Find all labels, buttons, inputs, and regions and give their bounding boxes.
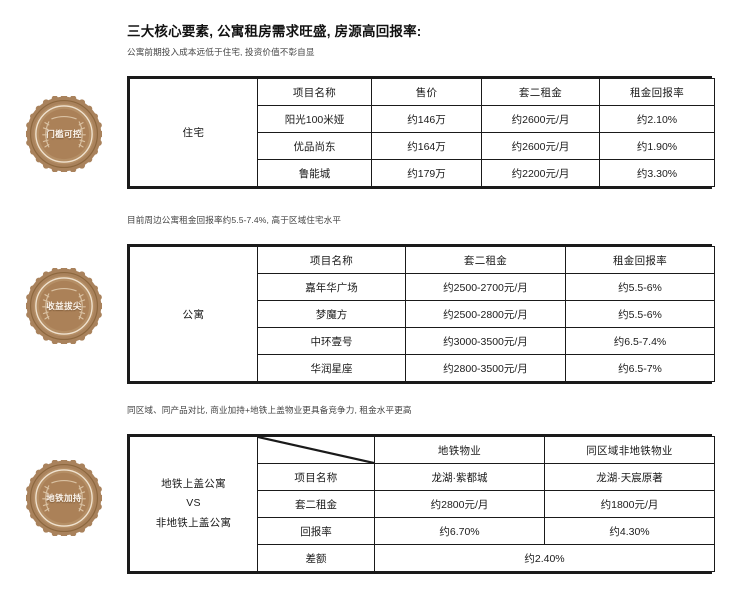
cell-rent: 约2500-2800元/月 [405, 300, 566, 328]
cell-yield: 约6.5-7% [565, 354, 715, 382]
seal-icon [26, 268, 102, 344]
cell-yield: 约5.5-6% [565, 300, 715, 328]
table-row: 华润星座 约2800-3500元/月 约6.5-7% [130, 354, 715, 382]
table-row: 中环壹号 约3000-3500元/月 约6.5-7.4% [130, 327, 715, 355]
column-header-price: 售价 [371, 78, 482, 106]
column-header-yield: 租金回报率 [565, 246, 715, 274]
row-label-yield: 回报率 [257, 517, 375, 545]
category-cell-metro-vs: 地铁上盖公寓 VS 非地铁上盖公寓 [129, 436, 258, 572]
cell-yield: 约5.5-6% [565, 273, 715, 301]
cell-rent: 约3000-3500元/月 [405, 327, 566, 355]
cell-project-name: 嘉年华广场 [257, 273, 406, 301]
table-header-row: 公寓 项目名称 套二租金 租金回报率 [129, 246, 715, 382]
cell-project-name: 华润星座 [257, 354, 406, 382]
column-header-rent: 套二租金 [405, 246, 566, 274]
table-row: 项目名称 龙湖·紫都城 龙湖·天宸原著 [130, 463, 715, 491]
table-header-row: 住宅 项目名称 售价 套二租金 租金回报率 [129, 78, 715, 187]
category-line-1: 地铁上盖公寓 [161, 477, 226, 490]
cell-metro-rent: 约2800元/月 [374, 490, 545, 518]
cell-difference-value: 约2.40% [374, 544, 715, 572]
cell-non-metro-rent: 约1800元/月 [544, 490, 715, 518]
table-row: 回报率 约6.70% 约4.30% [130, 517, 715, 545]
table-metro-comparison: 地铁上盖公寓 VS 非地铁上盖公寓 地铁物业 同区域非地铁物业 [127, 434, 715, 574]
category-line-vs: VS [186, 497, 201, 510]
section-note-2: 目前周边公寓租金回报率约5.5-7.4%, 高于区域住宅水平 [127, 215, 342, 225]
section-note-1: 公寓前期投入成本远低于住宅, 投资价值不彰自显 [127, 47, 315, 57]
column-header-metro-property: 地铁物业 [374, 436, 545, 464]
seal-icon [26, 460, 102, 536]
cell-rent: 约2800-3500元/月 [405, 354, 566, 382]
cell-rent: 约2600元/月 [481, 105, 600, 133]
cell-metro-yield: 约6.70% [374, 517, 545, 545]
cell-yield: 约3.30% [599, 159, 715, 187]
row-header-project-name: 项目名称 [257, 463, 375, 491]
column-header-project-name: 项目名称 [257, 78, 372, 106]
cell-yield: 约2.10% [599, 105, 715, 133]
category-cell-residential: 住宅 [129, 78, 258, 187]
section-note-3: 同区域、同产品对比, 商业加持+地铁上盖物业更具备竞争力, 租金水平更高 [127, 405, 412, 415]
table-row: 优品尚东 约164万 约2600元/月 约1.90% [130, 132, 715, 160]
page-title: 三大核心要素, 公寓租房需求旺盛, 房源高回报率: [127, 24, 422, 39]
cell-project-name: 优品尚东 [257, 132, 372, 160]
cell-yield: 约6.5-7.4% [565, 327, 715, 355]
column-header-non-metro-property: 同区域非地铁物业 [544, 436, 715, 464]
cell-project-name: 鲁能城 [257, 159, 372, 187]
cell-rent: 约2500-2700元/月 [405, 273, 566, 301]
cell-non-metro-yield: 约4.30% [544, 517, 715, 545]
cell-project-name: 梦魔方 [257, 300, 406, 328]
cell-non-metro-project: 龙湖·天宸原著 [544, 463, 715, 491]
seal-badge-yield: 收益拔尖 [26, 268, 102, 344]
diagonal-corner-cell [257, 436, 375, 464]
seal-badge-metro: 地铁加持 [26, 460, 102, 536]
cell-yield: 约1.90% [599, 132, 715, 160]
table-row: 梦魔方 约2500-2800元/月 约5.5-6% [130, 300, 715, 328]
column-header-project-name: 项目名称 [257, 246, 406, 274]
cell-project-name: 阳光100米娅 [257, 105, 372, 133]
category-cell-apartment: 公寓 [129, 246, 258, 382]
seal-icon [26, 96, 102, 172]
table-header-row: 地铁上盖公寓 VS 非地铁上盖公寓 地铁物业 同区域非地铁物业 [129, 436, 715, 572]
table-apartment: 公寓 项目名称 套二租金 租金回报率 嘉年华广场 约2500-2700元/月 约… [127, 244, 715, 384]
cell-price: 约179万 [371, 159, 482, 187]
cell-project-name: 中环壹号 [257, 327, 406, 355]
column-header-rent: 套二租金 [481, 78, 600, 106]
column-header-yield: 租金回报率 [599, 78, 715, 106]
table-summary-row: 差额 约2.40% [130, 544, 715, 572]
cell-rent: 约2600元/月 [481, 132, 600, 160]
row-label-rent: 套二租金 [257, 490, 375, 518]
table-residential: 住宅 项目名称 售价 套二租金 租金回报率 阳光100米娅 约146万 约260… [127, 76, 715, 189]
table-row: 套二租金 约2800元/月 约1800元/月 [130, 490, 715, 518]
table-row: 鲁能城 约179万 约2200元/月 约3.30% [130, 159, 715, 187]
cell-price: 约164万 [371, 132, 482, 160]
cell-rent: 约2200元/月 [481, 159, 600, 187]
cell-metro-project: 龙湖·紫都城 [374, 463, 545, 491]
row-label-difference: 差额 [257, 544, 375, 572]
cell-price: 约146万 [371, 105, 482, 133]
seal-badge-threshold: 门槛可控 [26, 96, 102, 172]
table-row: 嘉年华广场 约2500-2700元/月 约5.5-6% [130, 273, 715, 301]
category-line-3: 非地铁上盖公寓 [155, 516, 232, 529]
